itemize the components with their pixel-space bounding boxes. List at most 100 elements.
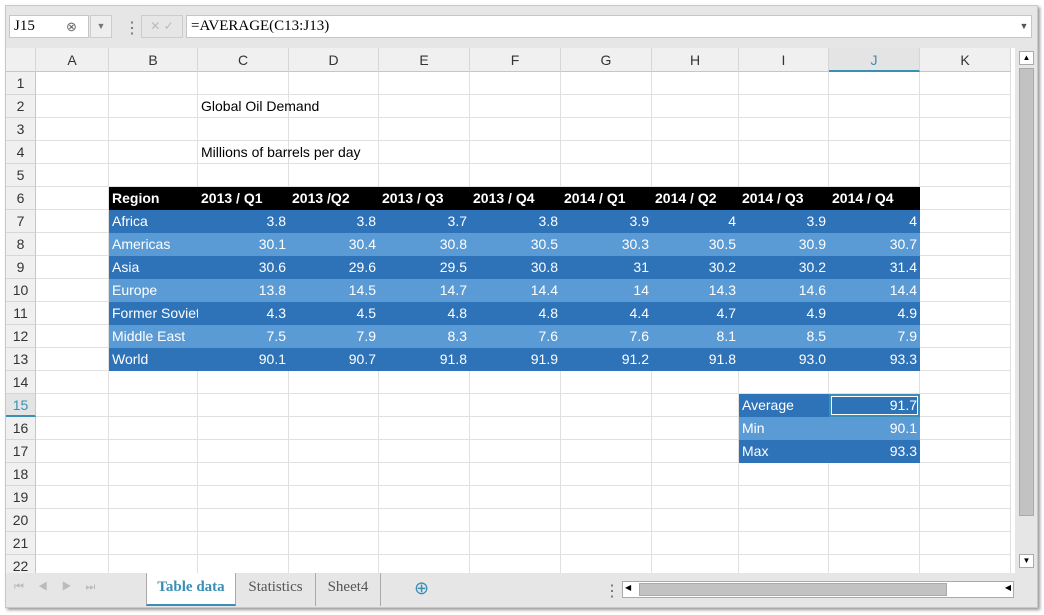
data-cell[interactable]: 30.1 xyxy=(198,233,289,256)
cell[interactable] xyxy=(198,141,289,164)
data-cell[interactable]: 30.5 xyxy=(652,233,739,256)
data-cell[interactable]: 13.8 xyxy=(198,279,289,302)
stat-value[interactable]: 90.1 xyxy=(829,417,920,440)
cell[interactable] xyxy=(739,371,829,394)
row-header-17[interactable]: 17 xyxy=(6,440,36,463)
column-header-F[interactable]: F xyxy=(470,48,561,72)
cell[interactable] xyxy=(36,555,109,573)
data-cell[interactable]: 93.0 xyxy=(739,348,829,371)
cell[interactable] xyxy=(470,164,561,187)
cell[interactable] xyxy=(109,417,198,440)
horizontal-scrollbar[interactable]: ◀ ◀ xyxy=(622,581,1014,598)
data-cell[interactable]: 90.1 xyxy=(198,348,289,371)
cell[interactable] xyxy=(36,256,109,279)
cell[interactable] xyxy=(36,279,109,302)
add-sheet-icon[interactable]: ⊕ xyxy=(414,578,430,598)
cell-grid[interactable]: A B C D E F G H I J K 1 2 3 4 5 6 7 8 9 10 11 12 13 14 15 16 17 18 19… xyxy=(6,48,1015,573)
cell[interactable] xyxy=(920,302,1011,325)
scroll-up-icon[interactable]: ▲ xyxy=(1019,51,1034,65)
row-header-9[interactable]: 9 xyxy=(6,256,36,279)
cell[interactable] xyxy=(379,532,470,555)
cell[interactable] xyxy=(289,486,379,509)
data-cell[interactable]: 14.4 xyxy=(829,279,920,302)
cell[interactable] xyxy=(379,555,470,573)
cell[interactable] xyxy=(561,72,652,95)
cell[interactable] xyxy=(36,118,109,141)
cell[interactable] xyxy=(109,509,198,532)
cell[interactable] xyxy=(652,394,739,417)
data-cell[interactable]: 14 xyxy=(561,279,652,302)
cell[interactable] xyxy=(379,486,470,509)
data-cell[interactable]: 4.3 xyxy=(198,302,289,325)
row-header-12[interactable]: 12 xyxy=(6,325,36,348)
data-cell[interactable]: 3.8 xyxy=(470,210,561,233)
name-box[interactable]: J15 xyxy=(9,15,89,38)
data-cell[interactable]: 30.3 xyxy=(561,233,652,256)
cell[interactable] xyxy=(561,509,652,532)
region-cell[interactable]: Middle East xyxy=(109,325,198,348)
cell[interactable] xyxy=(920,509,1011,532)
cell[interactable] xyxy=(379,417,470,440)
data-cell[interactable]: 30.2 xyxy=(739,256,829,279)
data-cell[interactable]: 91.8 xyxy=(652,348,739,371)
region-cell[interactable]: World xyxy=(109,348,198,371)
data-cell[interactable]: 14.5 xyxy=(289,279,379,302)
cell[interactable] xyxy=(652,486,739,509)
cell[interactable] xyxy=(920,532,1011,555)
more-icon[interactable]: ⋮ xyxy=(124,20,140,37)
data-cell[interactable]: 7.9 xyxy=(829,325,920,348)
cell[interactable] xyxy=(36,348,109,371)
cell[interactable] xyxy=(109,532,198,555)
cell[interactable] xyxy=(198,509,289,532)
formula-input[interactable]: =AVERAGE(C13:J13) xyxy=(186,15,1032,38)
row-header-1[interactable]: 1 xyxy=(6,72,36,95)
cell[interactable] xyxy=(109,164,198,187)
cell[interactable] xyxy=(36,325,109,348)
expand-formula-icon[interactable]: ▼ xyxy=(1019,21,1029,31)
row-header-7[interactable]: 7 xyxy=(6,210,36,233)
cell[interactable] xyxy=(36,141,109,164)
cell[interactable] xyxy=(920,486,1011,509)
region-cell[interactable]: Former Soviet Union xyxy=(109,302,198,325)
row-header-20[interactable]: 20 xyxy=(6,509,36,532)
cell[interactable] xyxy=(379,371,470,394)
cell[interactable] xyxy=(829,463,920,486)
cancel-confirm-buttons[interactable]: ✕ ✓ xyxy=(141,15,183,38)
cell[interactable] xyxy=(652,95,739,118)
cell[interactable] xyxy=(561,555,652,573)
cell[interactable] xyxy=(379,440,470,463)
scroll-down-icon[interactable]: ▼ xyxy=(1019,554,1034,568)
data-cell[interactable]: 3.9 xyxy=(739,210,829,233)
cell[interactable] xyxy=(198,371,289,394)
sheet-title[interactable]: Global Oil Demand xyxy=(201,98,320,114)
cell[interactable] xyxy=(289,164,379,187)
cell[interactable] xyxy=(920,72,1011,95)
cell[interactable] xyxy=(109,555,198,573)
cell[interactable] xyxy=(470,95,561,118)
data-cell[interactable]: 30.2 xyxy=(652,256,739,279)
cell[interactable] xyxy=(109,440,198,463)
column-header-A[interactable]: A xyxy=(36,48,109,72)
cell[interactable] xyxy=(829,164,920,187)
cell[interactable] xyxy=(739,95,829,118)
row-header-18[interactable]: 18 xyxy=(6,463,36,486)
stat-value[interactable]: 93.3 xyxy=(829,440,920,463)
cell[interactable] xyxy=(36,532,109,555)
sheet-nav-icons[interactable]: ⏮◀▶⏭ xyxy=(14,581,110,593)
cell[interactable] xyxy=(198,394,289,417)
data-cell[interactable]: 3.7 xyxy=(379,210,470,233)
data-cell[interactable]: 4.4 xyxy=(561,302,652,325)
data-cell[interactable]: 3.9 xyxy=(561,210,652,233)
data-cell[interactable]: 7.9 xyxy=(289,325,379,348)
data-cell[interactable]: 14.6 xyxy=(739,279,829,302)
row-header-15[interactable]: 15 xyxy=(6,394,36,417)
data-cell[interactable]: 4 xyxy=(652,210,739,233)
cell[interactable] xyxy=(198,486,289,509)
row-header-2[interactable]: 2 xyxy=(6,95,36,118)
cell[interactable] xyxy=(289,509,379,532)
data-cell[interactable]: 4.8 xyxy=(470,302,561,325)
data-cell[interactable]: 93.3 xyxy=(829,348,920,371)
table-header-cell[interactable]: 2013 /Q2 xyxy=(289,187,379,210)
cell[interactable] xyxy=(36,302,109,325)
cell[interactable] xyxy=(36,72,109,95)
